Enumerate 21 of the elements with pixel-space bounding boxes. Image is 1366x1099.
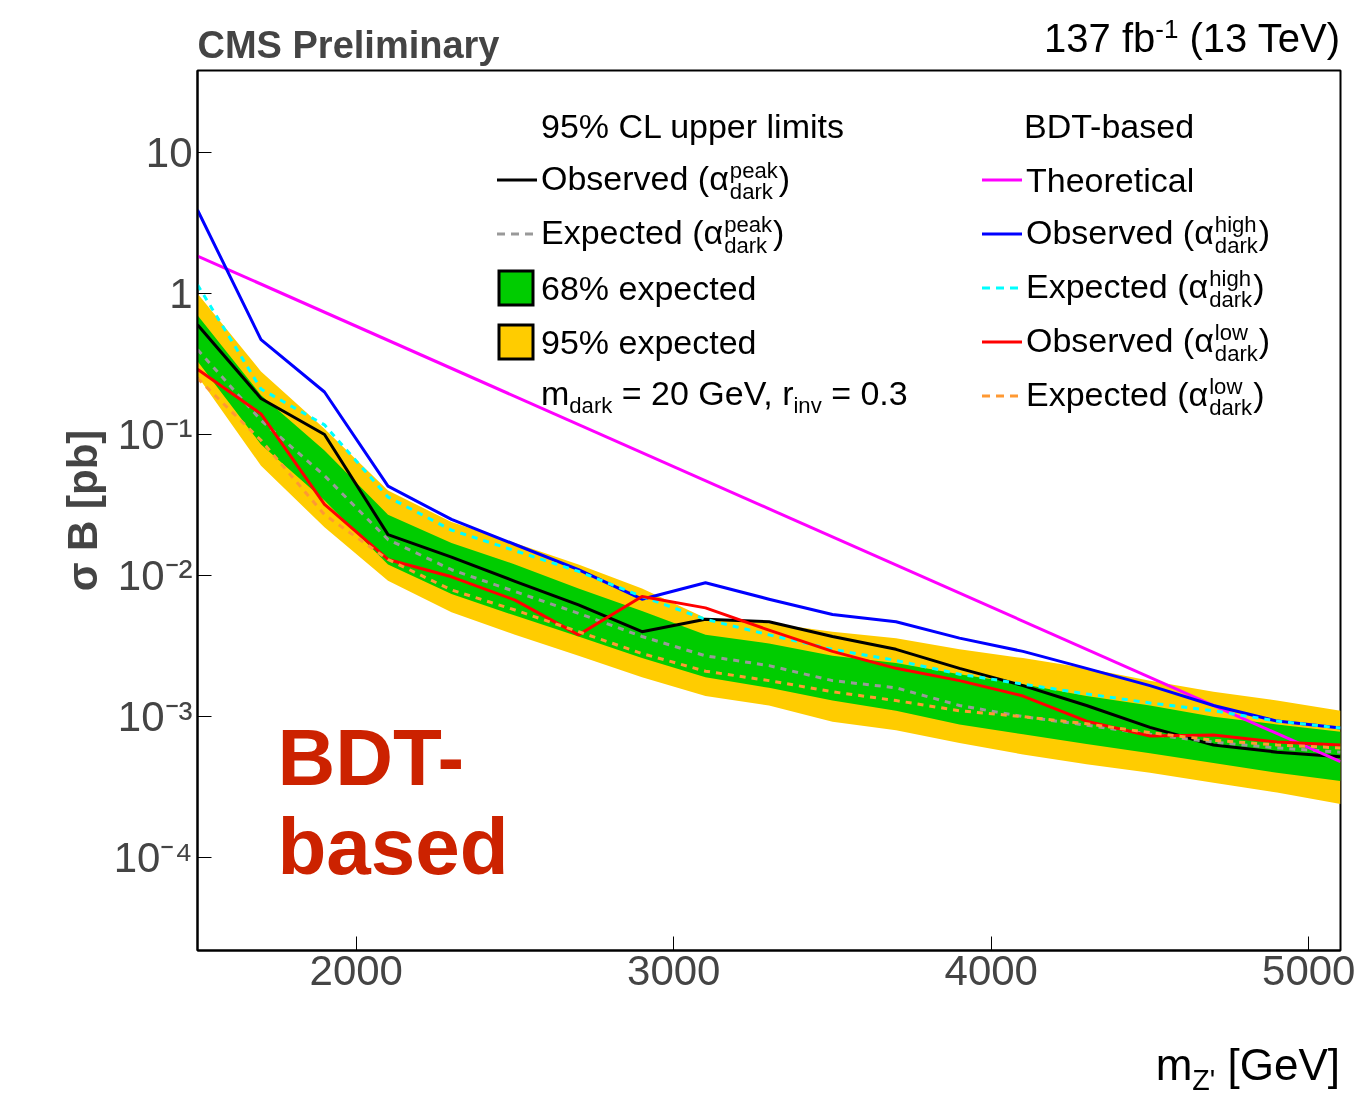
x-tick-label: 2000	[309, 946, 403, 994]
legend-label: Theoretical	[1026, 160, 1195, 200]
y-tick-label: 10⁻²	[117, 552, 193, 600]
annotation: m$_{dark}$ = 20 GeV, r$_{inv}$ = 0.3	[541, 373, 908, 419]
chart-subtitle: 137 fb$^{-1}$ (13 TeV)	[1044, 14, 1340, 62]
chart-title: CMS Preliminary	[197, 23, 500, 66]
y-tick-label: 10⁻¹	[117, 410, 193, 458]
legend-label: 68% expected	[541, 268, 757, 308]
legend-title: 95% CL upper limits	[541, 105, 844, 147]
x-axis-title: m$_{Z'}$ [GeV]	[1155, 1039, 1340, 1097]
x-tick-label: 4000	[944, 946, 1038, 994]
x-tick-label: 3000	[627, 946, 721, 994]
y-axis-title: σ B [pb]	[58, 429, 106, 592]
y-tick-label: 10	[145, 128, 193, 176]
x-tick-label: 5000	[1262, 946, 1356, 994]
y-tick-label: 10⁻⁴	[113, 834, 193, 882]
y-tick-label: 1	[169, 269, 193, 317]
annotation: BDT-based	[1024, 105, 1195, 147]
y-tick-label: 10⁻³	[117, 693, 193, 741]
legend-label: 95% expected	[541, 322, 757, 362]
annotation: BDT-based	[277, 712, 509, 891]
